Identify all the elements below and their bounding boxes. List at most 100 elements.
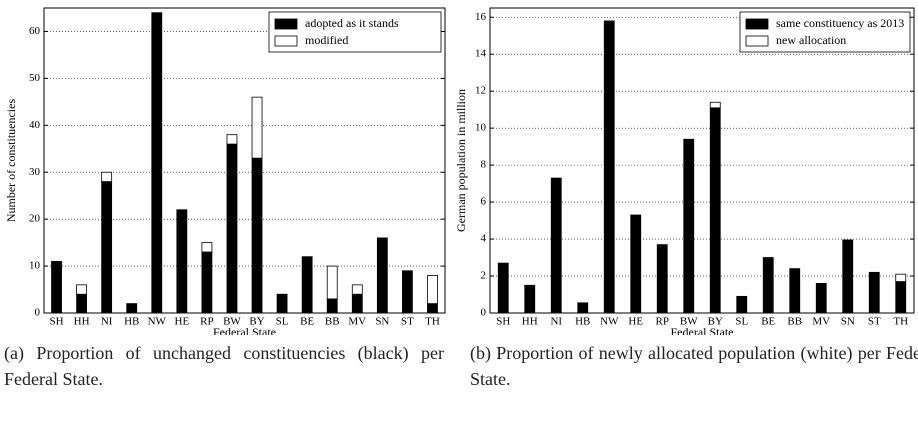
x-tick-label: HB bbox=[124, 316, 139, 328]
legend-label: modified bbox=[305, 33, 348, 47]
y-tick-label: 40 bbox=[29, 119, 41, 131]
x-tick-label: BW bbox=[680, 316, 698, 328]
y-axis-label: German population in million bbox=[455, 89, 468, 232]
plot-frame bbox=[43, 7, 446, 314]
y-tick-label: 6 bbox=[481, 196, 487, 208]
x-tick-label: NW bbox=[148, 316, 167, 328]
bar-segment bbox=[550, 177, 562, 314]
bar-segment bbox=[351, 293, 363, 314]
bar-segment bbox=[895, 273, 907, 282]
bar-segment bbox=[176, 209, 188, 314]
bar-segment bbox=[683, 138, 695, 314]
legend-label: adopted as it stands bbox=[305, 16, 399, 30]
x-axis-label: Federal State bbox=[213, 325, 276, 335]
x-tick-label: BY bbox=[708, 316, 723, 328]
chart: 0 2 4 6 8 10 12 14 16 SH HH NI HB NW HE RP BW BY SL BE BB MV S… bbox=[455, 7, 915, 335]
x-tick-label: HE bbox=[175, 316, 190, 328]
bar-segment bbox=[868, 271, 880, 314]
y-tick-label: 10 bbox=[475, 122, 487, 134]
y-tick-label: 0 bbox=[35, 307, 41, 319]
bar-segment bbox=[101, 181, 113, 314]
x-tick-label: SN bbox=[375, 316, 389, 328]
bar-segment bbox=[326, 298, 338, 314]
bar-segment bbox=[709, 101, 721, 109]
y-tick-label: 30 bbox=[29, 166, 41, 178]
legend-box bbox=[268, 11, 442, 53]
bar-segment bbox=[226, 134, 238, 145]
bar-segment bbox=[762, 257, 774, 314]
x-tick-label: RP bbox=[200, 316, 213, 328]
bar-segment bbox=[301, 256, 313, 314]
y-tick-label: 50 bbox=[29, 72, 41, 84]
y-tick-label: 14 bbox=[475, 48, 487, 60]
x-tick-label: SL bbox=[735, 316, 748, 328]
bar-segment bbox=[276, 293, 288, 314]
x-tick-label: ST bbox=[868, 316, 881, 328]
x-tick-label: HH bbox=[74, 316, 90, 328]
bar-segment bbox=[524, 284, 536, 314]
bar-segment bbox=[76, 284, 87, 295]
caption: (a) Proportion of unchanged constituenci… bbox=[4, 343, 444, 389]
bar-segment bbox=[201, 251, 213, 314]
x-tick-label: SL bbox=[276, 316, 289, 328]
legend-swatch bbox=[745, 18, 769, 30]
x-tick-label: ST bbox=[401, 316, 414, 328]
x-tick-label: SN bbox=[841, 316, 855, 328]
bar-segment bbox=[842, 239, 854, 314]
bar-segment bbox=[151, 12, 163, 314]
y-tick-label: 12 bbox=[475, 85, 486, 97]
bar-segment bbox=[497, 262, 509, 314]
x-tick-label: SH bbox=[496, 316, 510, 328]
legend-swatch bbox=[274, 18, 298, 30]
y-tick-label: 16 bbox=[475, 11, 487, 23]
x-tick-label: TH bbox=[425, 316, 440, 328]
x-tick-label: NW bbox=[600, 316, 619, 328]
x-tick-label: MV bbox=[812, 316, 830, 328]
y-tick-label: 60 bbox=[29, 25, 41, 37]
bar-segment bbox=[351, 284, 363, 295]
legend-label: new allocation bbox=[776, 33, 846, 47]
y-tick-label: 20 bbox=[29, 213, 41, 225]
y-tick-label: 2 bbox=[481, 270, 487, 282]
y-tick-label: 10 bbox=[29, 260, 41, 272]
y-tick-label: 4 bbox=[481, 233, 487, 245]
x-tick-label: NI bbox=[550, 316, 562, 328]
plot-frame bbox=[489, 7, 915, 314]
x-tick-label: TH bbox=[893, 316, 908, 328]
bar-segment bbox=[376, 237, 388, 314]
y-tick-label: 0 bbox=[481, 307, 487, 319]
bar-segment bbox=[101, 171, 113, 183]
legend-swatch bbox=[745, 35, 769, 47]
bar-segment bbox=[656, 244, 668, 314]
bar-segment bbox=[577, 302, 589, 314]
bar-segment bbox=[427, 275, 438, 305]
bar-segment bbox=[895, 281, 907, 314]
bar-segment bbox=[789, 268, 801, 314]
x-tick-label: RP bbox=[656, 316, 669, 328]
x-tick-label: HB bbox=[575, 316, 590, 328]
bar-segment bbox=[709, 107, 721, 314]
bar-segment bbox=[326, 265, 338, 300]
x-tick-label: BY bbox=[249, 316, 264, 328]
x-tick-label: BE bbox=[300, 316, 314, 328]
x-tick-label: BW bbox=[223, 316, 241, 328]
x-axis-label: Federal State bbox=[671, 325, 734, 335]
x-tick-label: NI bbox=[101, 316, 113, 328]
bar-segment bbox=[51, 260, 62, 314]
bar-segment bbox=[736, 295, 748, 314]
bar-segment bbox=[251, 157, 263, 314]
x-tick-label: BB bbox=[325, 316, 340, 328]
bar-segment bbox=[76, 293, 87, 314]
legend-label: same constituency as 2013 bbox=[776, 16, 904, 30]
x-tick-label: HH bbox=[522, 316, 538, 328]
chart: 0 10 20 30 40 50 60 SH HH NI HB NW HE RP BW BY SL BE BB MV S… bbox=[4, 7, 446, 335]
bar-segment bbox=[402, 270, 413, 314]
x-tick-label: SH bbox=[50, 316, 64, 328]
y-axis-label: Number of constituencies bbox=[4, 99, 18, 223]
y-tick-label: 8 bbox=[481, 159, 487, 171]
bar-segment bbox=[201, 242, 213, 253]
bar-segment bbox=[603, 20, 615, 314]
x-tick-label: HE bbox=[628, 316, 643, 328]
x-tick-label: BB bbox=[787, 316, 802, 328]
caption: (b) Proportion of newly allocated popula… bbox=[470, 343, 918, 389]
